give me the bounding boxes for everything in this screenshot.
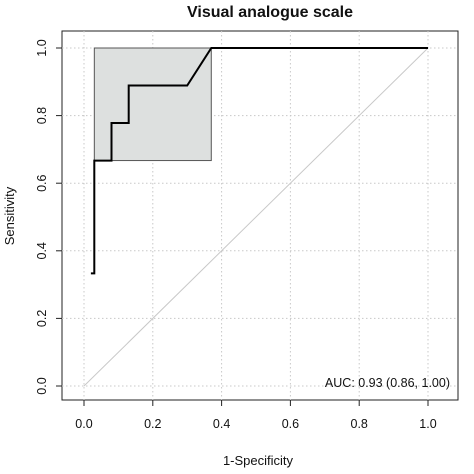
y-tick-label: 0.6 <box>35 174 49 191</box>
auc-annotation: AUC: 0.93 (0.86, 1.00) <box>325 376 450 390</box>
diagonal-line <box>83 47 429 387</box>
x-axis-ticks: 0.0 0.2 0.4 0.6 0.8 1.0 <box>75 400 437 431</box>
y-axis-label: Sensitivity <box>2 186 17 245</box>
x-tick-label: 0.0 <box>75 417 92 431</box>
x-tick-label: 0.4 <box>213 417 230 431</box>
y-tick-label: 0.0 <box>35 377 49 394</box>
reference-diagonal <box>83 47 429 387</box>
chart-title: Visual analogue scale <box>187 4 353 21</box>
x-tick-label: 0.6 <box>282 417 299 431</box>
x-tick-label: 1.0 <box>419 417 436 431</box>
y-tick-label: 0.8 <box>35 107 49 124</box>
plot-frame <box>61 30 459 401</box>
x-axis-label: 1-Specificity <box>223 453 294 468</box>
y-tick-label: 0.4 <box>35 242 49 259</box>
y-axis-ticks: 0.0 0.2 0.4 0.6 0.8 1.0 <box>35 39 62 395</box>
roc-curve <box>90 47 428 275</box>
x-tick-label: 0.8 <box>351 417 368 431</box>
y-tick-label: 0.2 <box>35 310 49 327</box>
roc-series <box>90 47 428 275</box>
confidence-region <box>93 47 212 162</box>
x-tick-label: 0.2 <box>144 417 161 431</box>
y-tick-label: 1.0 <box>35 39 49 56</box>
ci-box <box>93 47 212 162</box>
